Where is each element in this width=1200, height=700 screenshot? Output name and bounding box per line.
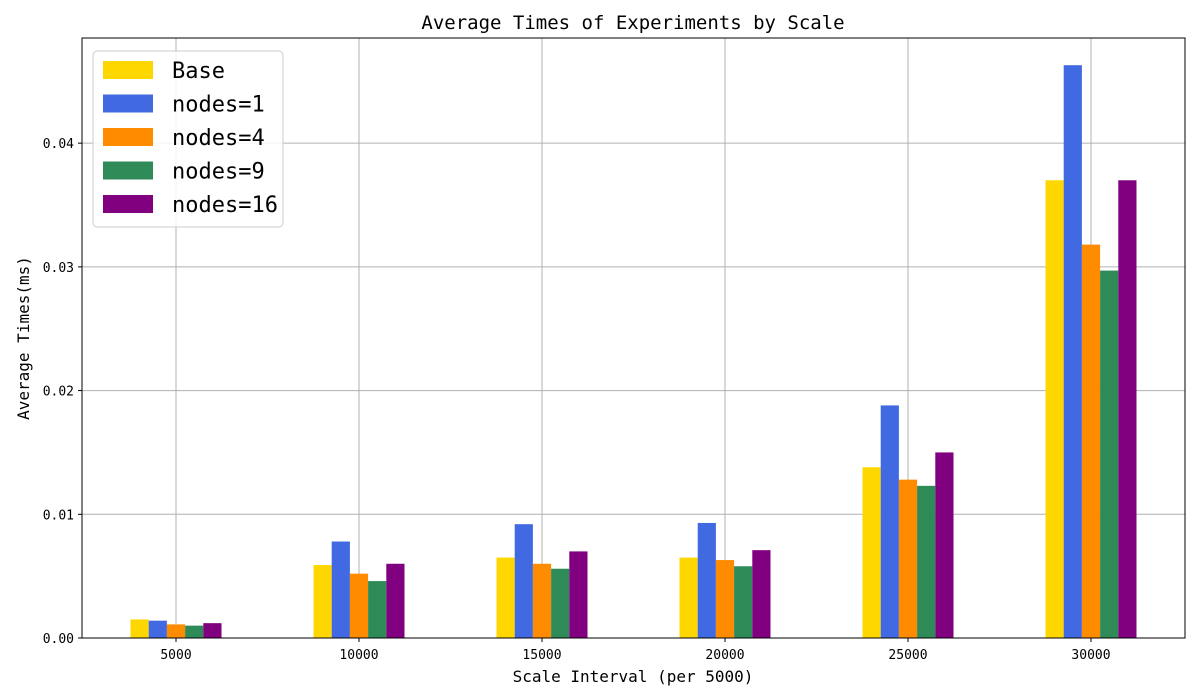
legend-swatch	[103, 94, 153, 113]
x-tick-label: 5000	[160, 648, 191, 663]
bar-nodes-16-25000	[935, 452, 954, 638]
x-tick-label: 30000	[1071, 648, 1110, 663]
bar-nodes-9-20000	[734, 566, 753, 638]
bar-nodes-1-5000	[148, 620, 167, 638]
y-tick-label: 0.01	[43, 508, 74, 523]
y-tick-label: 0.03	[43, 261, 74, 276]
x-tick-label: 10000	[339, 648, 378, 663]
legend: Base nodes=1 nodes=4 nodes=9 nodes=16	[92, 50, 284, 228]
legend-label: nodes=9	[172, 160, 265, 185]
bar-nodes-4-30000	[1081, 244, 1101, 638]
bar-nodes-16-20000	[752, 550, 771, 638]
y-axis-ticks: 0.00 0.01 0.02 0.03 0.04	[43, 137, 82, 647]
bar-base-20000	[679, 557, 698, 638]
legend-label: nodes=16	[172, 193, 278, 218]
plot-frame	[81, 37, 1186, 639]
bar-nodes-9-30000	[1100, 270, 1119, 638]
bar-base-10000	[313, 565, 332, 638]
chart-title: Average Times of Experiments by Scale	[421, 12, 844, 34]
bar-nodes-1-30000	[1063, 65, 1082, 639]
legend-label: nodes=4	[172, 126, 265, 151]
bar-nodes-16-30000	[1118, 180, 1137, 638]
bar-nodes-4-5000	[166, 624, 186, 638]
bar-nodes-9-15000	[551, 568, 570, 638]
bar-nodes-1-20000	[697, 522, 716, 638]
bar-nodes-4-15000	[532, 563, 552, 638]
bar-nodes-16-5000	[203, 623, 222, 638]
bar-base-25000	[862, 467, 881, 638]
bar-nodes-4-20000	[715, 560, 735, 638]
legend-label: nodes=1	[172, 93, 265, 118]
x-tick-label: 15000	[522, 648, 561, 663]
legend-swatch	[103, 128, 153, 146]
y-tick-label: 0.00	[43, 632, 74, 647]
bar-nodes-16-15000	[569, 551, 588, 638]
legend-swatch	[103, 195, 153, 213]
bar-nodes-9-25000	[917, 485, 936, 638]
x-axis-ticks: 5000 10000 15000 20000 25000 30000	[160, 638, 1111, 663]
bar-nodes-9-10000	[368, 581, 387, 638]
x-tick-label: 25000	[888, 648, 927, 663]
bars	[130, 65, 1137, 639]
bar-base-15000	[496, 557, 515, 638]
bar-nodes-4-25000	[898, 479, 918, 638]
x-axis-label: Scale Interval (per 5000)	[513, 667, 754, 686]
x-tick-label: 20000	[705, 648, 744, 663]
bar-nodes-4-10000	[349, 573, 369, 638]
y-tick-label: 0.04	[43, 137, 74, 152]
legend-label: Base	[172, 59, 225, 84]
bar-base-5000	[130, 619, 149, 638]
y-axis-label: Average Times(ms)	[14, 256, 33, 420]
bar-nodes-9-5000	[185, 625, 204, 638]
legend-swatch	[103, 161, 153, 180]
bar-nodes-16-10000	[386, 563, 405, 638]
legend-swatch	[103, 61, 153, 79]
bar-nodes-1-25000	[880, 405, 899, 638]
y-tick-label: 0.02	[43, 385, 74, 400]
bar-nodes-1-10000	[331, 541, 350, 638]
bar-base-30000	[1045, 180, 1064, 638]
bar-nodes-1-15000	[514, 524, 533, 638]
